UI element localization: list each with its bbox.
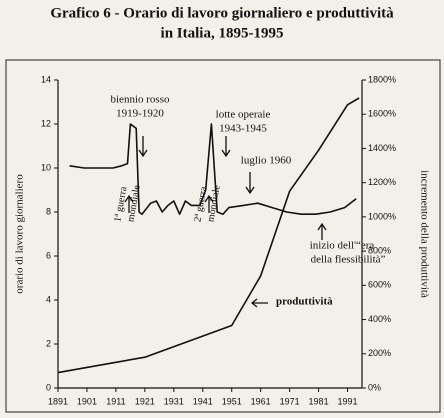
x-tick-label: 1971 — [280, 396, 300, 406]
y2-tick-label: 1800% — [368, 74, 396, 84]
y2-tick-label: 200% — [368, 348, 391, 358]
y-tick-label: 6 — [46, 250, 51, 260]
arrow — [138, 136, 148, 158]
x-tick-label: 1901 — [77, 396, 97, 406]
y2-tick-label: 1400% — [368, 143, 396, 153]
x-tick-label: 1991 — [338, 396, 358, 406]
frame — [5, 59, 441, 413]
x-tick-label: 1931 — [164, 396, 184, 406]
y2-tick-label: 800% — [368, 245, 391, 255]
x-tick-label: 1941 — [193, 396, 213, 406]
y-tick-label: 0 — [46, 382, 51, 392]
y-tick-label: 10 — [41, 162, 51, 172]
y-axis-label: orario di lavoro giornaliero — [14, 174, 26, 294]
x-tick-label: 1981 — [309, 396, 329, 406]
arrow — [250, 298, 268, 308]
y2-tick-label: 1600% — [368, 109, 396, 119]
y2-axis-label: incremento della produttività — [418, 170, 430, 298]
x-tick-label: 1891 — [48, 396, 68, 406]
data-line — [57, 97, 360, 374]
data-line — [69, 123, 357, 215]
annotation: 1943-1945 — [219, 123, 267, 135]
y2-tick-label: 1000% — [368, 211, 396, 221]
annotation: 1919-1920 — [116, 108, 164, 120]
arrow — [204, 194, 214, 213]
y2-tick-label: 1200% — [368, 177, 396, 187]
arrow — [221, 136, 231, 158]
annotation: della flessibilità” — [311, 254, 386, 266]
x-tick-label: 1921 — [135, 396, 155, 406]
y-tick-label: 12 — [41, 118, 51, 128]
y-tick-label: 2 — [46, 338, 51, 348]
y-tick-label: 14 — [41, 74, 51, 84]
annotation: lotte operaie — [216, 109, 271, 121]
annotation: biennio rosso — [111, 94, 170, 106]
y-tick-label: 4 — [46, 294, 51, 304]
y2-tick-label: 600% — [368, 280, 391, 290]
y2-tick-label: 0% — [368, 382, 381, 392]
series-label: produttività — [276, 296, 333, 308]
x-tick-label: 1961 — [251, 396, 271, 406]
chart-title: Grafico 6 - Orario di lavoro giornaliero… — [50, 5, 394, 21]
y2-tick-label: 400% — [368, 314, 391, 324]
y-tick-label: 8 — [46, 206, 51, 216]
x-tick-label: 1951 — [222, 396, 242, 406]
arrow — [124, 194, 134, 213]
chart-subtitle: in Italia, 1895-1995 — [161, 25, 284, 41]
annotation: luglio 1960 — [241, 155, 292, 167]
annotation: inizio dell'“era — [310, 240, 375, 252]
arrow — [245, 172, 255, 195]
arrow — [317, 222, 327, 240]
x-tick-label: 1911 — [106, 396, 125, 406]
